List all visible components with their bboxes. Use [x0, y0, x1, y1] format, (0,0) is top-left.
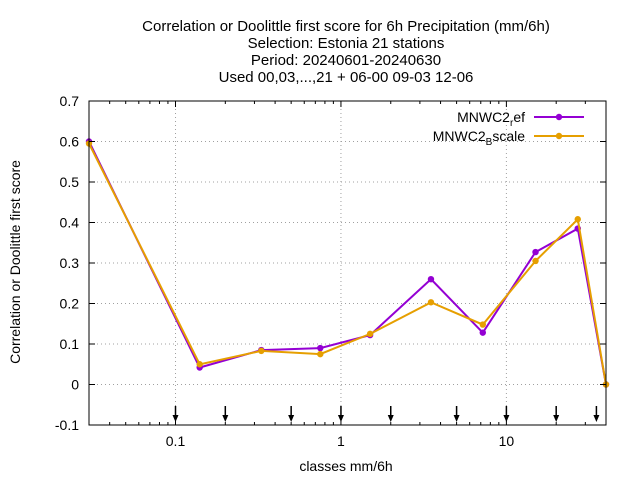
series-2-point [479, 321, 486, 328]
tick-labels: -0.1 0 0.1 0.2 0.3 0.4 0.5 0.6 0.7 0.1 1 10 [55, 93, 606, 449]
title-line-4: Used 00,03,...,21 + 06-00 09-03 12-06 [219, 69, 474, 86]
y-tick-label: 0.2 [60, 296, 80, 312]
threshold-arrow-head [337, 415, 344, 422]
title-line-3: Period: 20240601-20240630 [251, 52, 441, 69]
y-tick-label: 0.4 [60, 215, 80, 231]
series-line-2 [88, 143, 607, 385]
series-2-point [196, 361, 203, 368]
threshold-arrow-head [222, 415, 229, 422]
series-1-point [532, 248, 539, 256]
y-tick-label: 0.1 [60, 336, 80, 352]
legend-marker-2 [555, 132, 563, 140]
threshold-arrows [172, 406, 600, 422]
series-1-point [427, 276, 435, 283]
series-lines [85, 138, 610, 388]
threshold-arrow-head [593, 415, 600, 422]
series-2-point [532, 257, 539, 265]
chart-title: Correlation or Doolittle first score for… [142, 18, 550, 86]
series-1-point [317, 344, 324, 352]
legend-marker-1 [555, 113, 563, 121]
y-tick-label: 0.7 [60, 93, 80, 109]
x-tick-label: 1 [337, 433, 345, 449]
threshold-arrow-head [387, 415, 394, 422]
x-tick-label: 10 [499, 433, 515, 449]
y-tick-label: 0.6 [60, 134, 80, 150]
threshold-arrow-head [453, 415, 460, 422]
series-2-point [258, 347, 265, 355]
legend-label-1: MNWC2ref [457, 109, 525, 129]
y-tick-label: -0.1 [55, 417, 79, 433]
x-axis-label: classes mm/6h [299, 458, 392, 474]
threshold-arrow-head [553, 415, 560, 422]
y-tick-label: 0.5 [60, 174, 80, 190]
legend-label-2: MNWC2Bscale [433, 128, 525, 148]
y-axis-label: Correlation or Doolittle first score [7, 160, 23, 364]
series-2-point [574, 216, 581, 223]
y-tick-label: 0 [71, 377, 79, 393]
series-2-point [317, 350, 324, 358]
threshold-arrow-head [288, 415, 295, 422]
threshold-arrow-head [503, 415, 510, 422]
title-line-1: Correlation or Doolittle first score for… [142, 18, 550, 35]
title-line-2: Selection: Estonia 21 stations [248, 35, 445, 52]
threshold-arrow-head [172, 415, 179, 422]
y-tick-label: 0.3 [60, 255, 80, 271]
x-tick-label: 0.1 [166, 433, 186, 449]
series-1-point [479, 329, 486, 336]
series-2-point [427, 299, 435, 306]
series-line-1 [88, 141, 607, 385]
series-2-point [366, 330, 374, 338]
